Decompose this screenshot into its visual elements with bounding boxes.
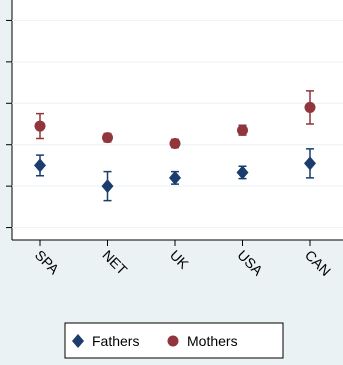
marker (236, 165, 249, 180)
marker (304, 101, 316, 113)
legend-label: Mothers (187, 333, 238, 349)
marker (102, 132, 113, 144)
marker (237, 124, 248, 136)
marker (169, 170, 181, 185)
marker (34, 158, 46, 173)
plot-area (12, 0, 343, 240)
legend-marker (72, 334, 84, 348)
marker (34, 120, 46, 132)
marker (101, 179, 114, 194)
legend-marker (167, 335, 179, 347)
marker (169, 137, 181, 149)
marker (304, 156, 316, 171)
legend-label: Fathers (92, 333, 139, 349)
